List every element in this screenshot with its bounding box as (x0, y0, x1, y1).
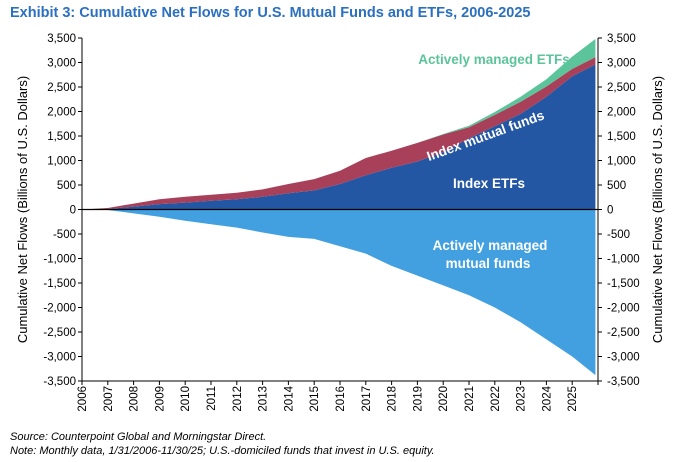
y-tick-label-right: 2,500 (607, 82, 636, 94)
y-tick-label-left: 0 (70, 205, 76, 217)
y-tick-label-left: -500 (53, 229, 76, 241)
label-index-etfs: Index ETFs (453, 176, 525, 191)
y-tick-label-left: -3,500 (43, 376, 76, 388)
area-layer (82, 39, 596, 376)
y-tick-label-right: 0 (607, 205, 613, 217)
y-tick-label-right: 1,000 (607, 156, 636, 168)
y-tick-label-left: 2,500 (47, 82, 76, 94)
y-tick-label-left: -3,000 (43, 352, 76, 364)
area-index-mutual-funds (82, 57, 596, 210)
footnotes: Source: Counterpoint Global and Mornings… (10, 430, 435, 458)
y-tick-label-left: 3,000 (47, 58, 76, 70)
y-tick-label-right: 3,000 (607, 58, 636, 70)
x-tick-label: 2024 (541, 385, 553, 411)
x-tick-label: 2021 (464, 386, 476, 412)
x-tick-label: 2008 (129, 386, 141, 412)
exhibit-title: Exhibit 3: Cumulative Net Flows for U.S.… (10, 5, 531, 21)
y-tick-label-right: -3,000 (607, 352, 640, 364)
y-tick-label-left: 1,000 (47, 156, 76, 168)
y-tick-label-left: 1,500 (47, 131, 76, 143)
y-tick-label-left: -1,000 (43, 254, 76, 266)
y-tick-label-right: -3,500 (607, 376, 640, 388)
x-tick-label: 2007 (103, 386, 115, 412)
y-tick-label-left: 3,500 (47, 33, 76, 45)
x-tick-label: 2022 (490, 386, 502, 412)
axes-layer: -3,500 -3,500 -3,000 -3,000 -2,500 -2,500 -2,0… (15, 33, 665, 412)
x-tick-label: 2016 (335, 386, 347, 412)
y-tick-label-right: -500 (607, 229, 630, 241)
source-note: Source: Counterpoint Global and Mornings… (10, 431, 267, 443)
y-axis-title-left: Cumulative Net Flows (Billions of U.S. D… (15, 76, 30, 343)
y-axis-title-right: Cumulative Net Flows (Billions of U.S. D… (650, 76, 665, 343)
x-tick-label: 2019 (412, 386, 424, 412)
y-tick-label-left: -2,500 (43, 327, 76, 339)
x-tick-label: 2023 (516, 386, 528, 412)
x-tick-label: 2015 (309, 386, 321, 412)
label-mutual-funds: mutual funds (446, 256, 531, 271)
label-actively-managed: Actively managed (433, 238, 548, 253)
y-tick-label-right: -2,000 (607, 303, 640, 315)
x-tick-label: 2014 (283, 385, 295, 411)
area-actively-managed-mutual-funds (82, 209, 596, 376)
y-tick-label-left: -1,500 (43, 278, 76, 290)
area-index-etfs (82, 64, 596, 210)
y-tick-label-left: 500 (57, 180, 76, 192)
x-tick-label: 2018 (387, 386, 399, 412)
x-tick-label: 2006 (77, 386, 89, 412)
y-tick-label-right: 3,500 (607, 33, 636, 45)
y-tick-label-left: 2,000 (47, 107, 76, 119)
x-tick-label: 2009 (154, 386, 166, 412)
y-tick-label-left: -2,000 (43, 303, 76, 315)
x-tick-label: 2013 (258, 386, 270, 412)
y-tick-label-right: -1,500 (607, 278, 640, 290)
x-tick-label: 2020 (438, 386, 450, 412)
y-tick-label-right: -2,500 (607, 327, 640, 339)
y-tick-label-right: -1,000 (607, 254, 640, 266)
x-tick-label: 2012 (232, 386, 244, 412)
x-tick-label: 2017 (361, 386, 373, 412)
cumulative-flows-chart: -3,500 -3,500 -3,000 -3,000 -2,500 -2,500 -2,0… (15, 33, 665, 412)
y-tick-label-right: 1,500 (607, 131, 636, 143)
x-tick-label: 2025 (567, 386, 579, 412)
data-note: Note: Monthly data, 1/31/2006-11/30/25; … (10, 445, 435, 457)
x-tick-label: 2011 (206, 386, 218, 411)
y-tick-label-right: 500 (607, 180, 626, 192)
label-actively-managed-etfs: Actively managed ETFs (418, 52, 570, 67)
y-tick-label-right: 2,000 (607, 107, 636, 119)
x-tick-label: 2010 (180, 386, 192, 412)
